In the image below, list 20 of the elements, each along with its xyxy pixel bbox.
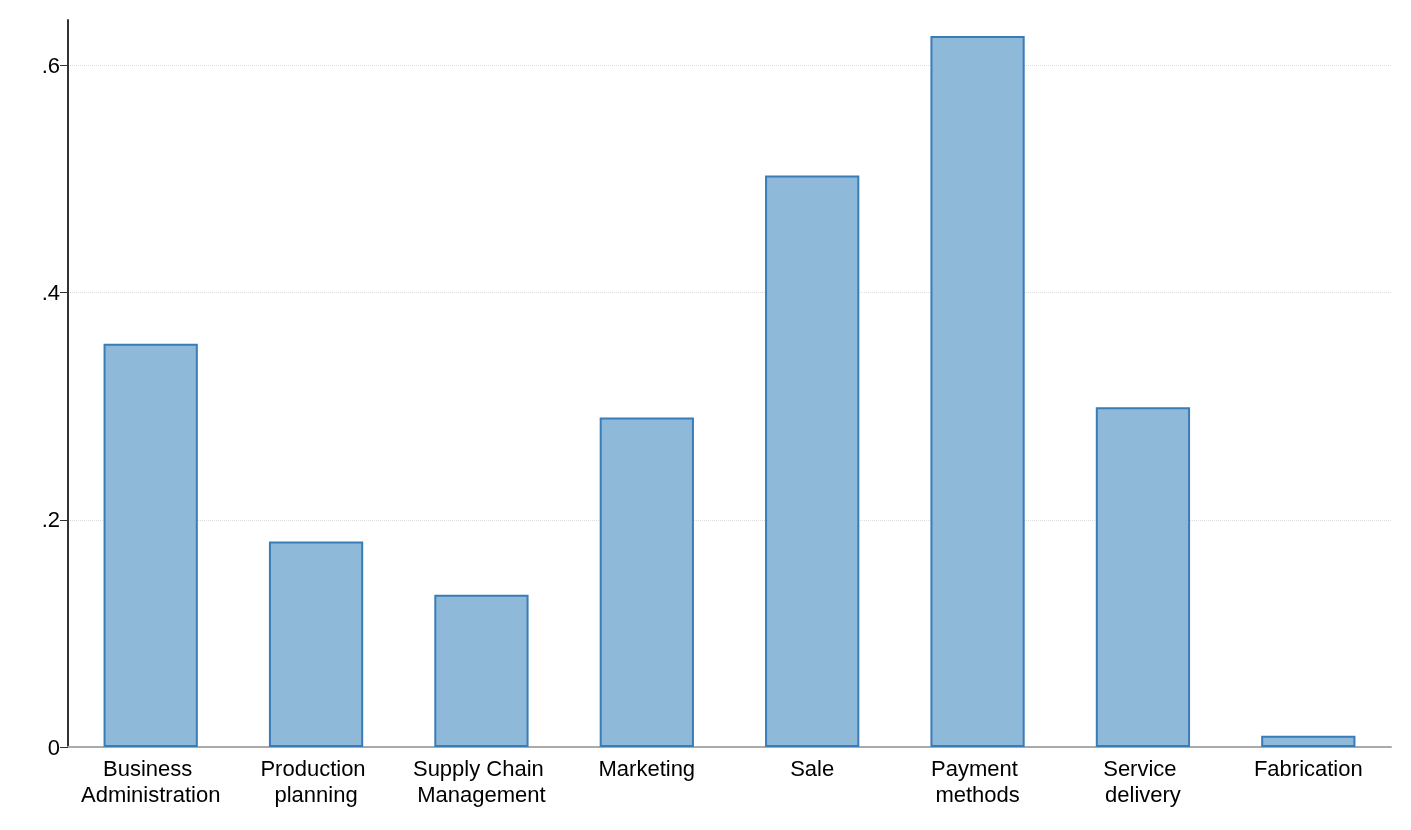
y-tick-label: .6 xyxy=(41,52,60,78)
x-tick-label: Sale xyxy=(790,755,835,781)
x-tick-label: Payment methods xyxy=(931,755,1025,807)
bar xyxy=(1095,407,1191,747)
y-tick-label: 0 xyxy=(47,734,60,760)
bar xyxy=(103,343,198,747)
x-tick-label: Fabrication xyxy=(1253,755,1363,781)
x-tick-label: Supply Chain Management xyxy=(412,755,550,807)
y-tick-label: .2 xyxy=(41,507,60,533)
bar xyxy=(930,35,1025,747)
bar xyxy=(268,541,364,747)
bar xyxy=(1261,735,1356,747)
x-tick-label: Production planning xyxy=(260,755,372,807)
x-tick-label: Service delivery xyxy=(1103,755,1183,807)
bar xyxy=(765,175,860,747)
x-tick-label: Business Administration xyxy=(80,755,221,807)
bar xyxy=(434,594,529,747)
bar xyxy=(599,417,694,747)
y-tick-label: .4 xyxy=(41,280,60,306)
x-tick-label: Marketing xyxy=(598,755,696,781)
